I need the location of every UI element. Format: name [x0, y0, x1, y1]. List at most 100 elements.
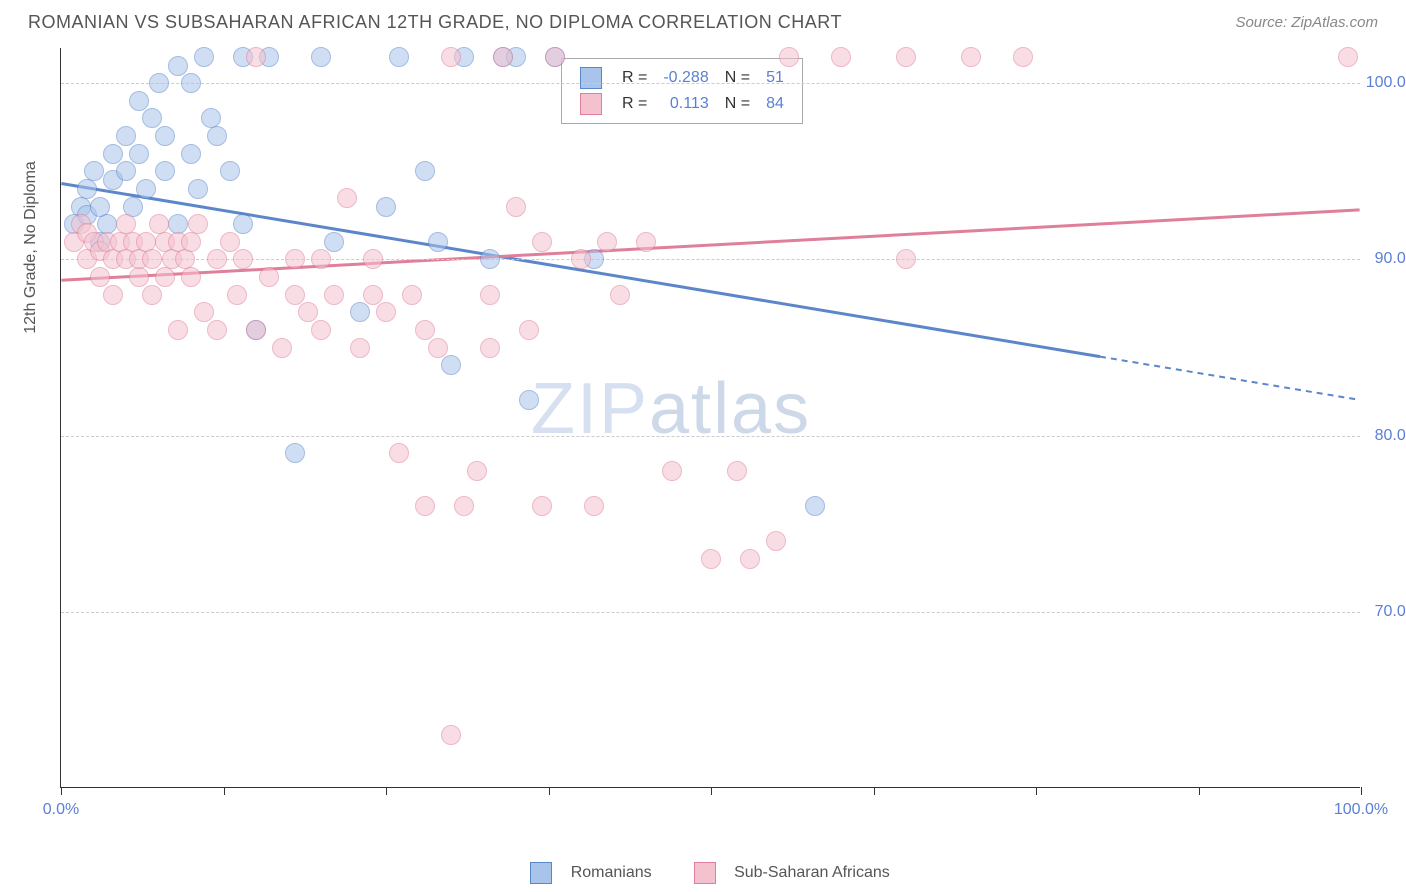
data-point	[207, 249, 227, 269]
x-tick-label: 0.0%	[43, 801, 79, 819]
data-point	[246, 47, 266, 67]
y-tick-label: 100.0%	[1365, 74, 1406, 92]
watermark: ZIPatlas	[531, 368, 811, 450]
data-point	[129, 144, 149, 164]
data-point	[136, 179, 156, 199]
data-point	[480, 249, 500, 269]
data-point	[493, 47, 513, 67]
data-point	[194, 302, 214, 322]
data-point	[506, 197, 526, 217]
data-point	[519, 390, 539, 410]
data-point	[1013, 47, 1033, 67]
data-point	[480, 285, 500, 305]
data-point	[454, 496, 474, 516]
y-tick-label: 70.0%	[1365, 603, 1406, 621]
data-point	[181, 267, 201, 287]
data-point	[233, 249, 253, 269]
data-point	[311, 47, 331, 67]
data-point	[155, 267, 175, 287]
data-point	[168, 56, 188, 76]
data-point	[129, 91, 149, 111]
scatter-chart: ZIPatlas R =-0.288N =51R =0.113N =84 70.…	[60, 48, 1360, 788]
gridline	[61, 612, 1360, 613]
data-point	[194, 47, 214, 67]
legend-item: Romanians	[516, 864, 651, 881]
data-point	[285, 285, 305, 305]
data-point	[805, 496, 825, 516]
data-point	[532, 496, 552, 516]
data-point	[701, 549, 721, 569]
correlation-legend: R =-0.288N =51R =0.113N =84	[561, 58, 803, 124]
data-point	[207, 126, 227, 146]
data-point	[545, 47, 565, 67]
data-point	[142, 249, 162, 269]
data-point	[311, 320, 331, 340]
data-point	[188, 179, 208, 199]
data-point	[389, 47, 409, 67]
data-point	[363, 285, 383, 305]
x-tick	[1036, 787, 1037, 795]
data-point	[402, 285, 422, 305]
data-point	[428, 338, 448, 358]
data-point	[441, 725, 461, 745]
x-tick	[1361, 787, 1362, 795]
trend-lines	[61, 48, 1360, 787]
data-point	[376, 197, 396, 217]
x-tick-label: 100.0%	[1334, 801, 1388, 819]
data-point	[363, 249, 383, 269]
data-point	[246, 320, 266, 340]
data-point	[662, 461, 682, 481]
data-point	[233, 214, 253, 234]
data-point	[227, 285, 247, 305]
y-axis-title: 12th Grade, No Diploma	[22, 161, 40, 334]
chart-title: ROMANIAN VS SUBSAHARAN AFRICAN 12TH GRAD…	[28, 12, 842, 33]
x-tick	[386, 787, 387, 795]
data-point	[961, 47, 981, 67]
data-point	[337, 188, 357, 208]
gridline	[61, 259, 1360, 260]
data-point	[129, 267, 149, 287]
data-point	[220, 232, 240, 252]
data-point	[311, 249, 331, 269]
x-tick	[224, 787, 225, 795]
y-tick-label: 80.0%	[1365, 427, 1406, 445]
x-tick	[874, 787, 875, 795]
data-point	[116, 126, 136, 146]
data-point	[740, 549, 760, 569]
data-point	[181, 232, 201, 252]
y-tick-label: 90.0%	[1365, 250, 1406, 268]
data-point	[480, 338, 500, 358]
x-tick	[61, 787, 62, 795]
data-point	[272, 338, 292, 358]
legend-item: Sub-Saharan Africans	[680, 864, 890, 881]
data-point	[584, 496, 604, 516]
data-point	[532, 232, 552, 252]
data-point	[779, 47, 799, 67]
x-tick	[711, 787, 712, 795]
x-tick	[549, 787, 550, 795]
gridline	[61, 83, 1360, 84]
data-point	[766, 531, 786, 551]
data-point	[77, 179, 97, 199]
data-point	[181, 144, 201, 164]
data-point	[467, 461, 487, 481]
data-point	[181, 73, 201, 93]
data-point	[142, 108, 162, 128]
data-point	[441, 355, 461, 375]
data-point	[571, 249, 591, 269]
data-point	[519, 320, 539, 340]
data-point	[896, 47, 916, 67]
data-point	[1338, 47, 1358, 67]
data-point	[389, 443, 409, 463]
data-point	[350, 338, 370, 358]
data-point	[597, 232, 617, 252]
data-point	[324, 232, 344, 252]
data-point	[168, 320, 188, 340]
data-point	[90, 267, 110, 287]
data-point	[636, 232, 656, 252]
data-point	[285, 249, 305, 269]
data-point	[142, 285, 162, 305]
data-point	[610, 285, 630, 305]
data-point	[188, 214, 208, 234]
data-point	[831, 47, 851, 67]
